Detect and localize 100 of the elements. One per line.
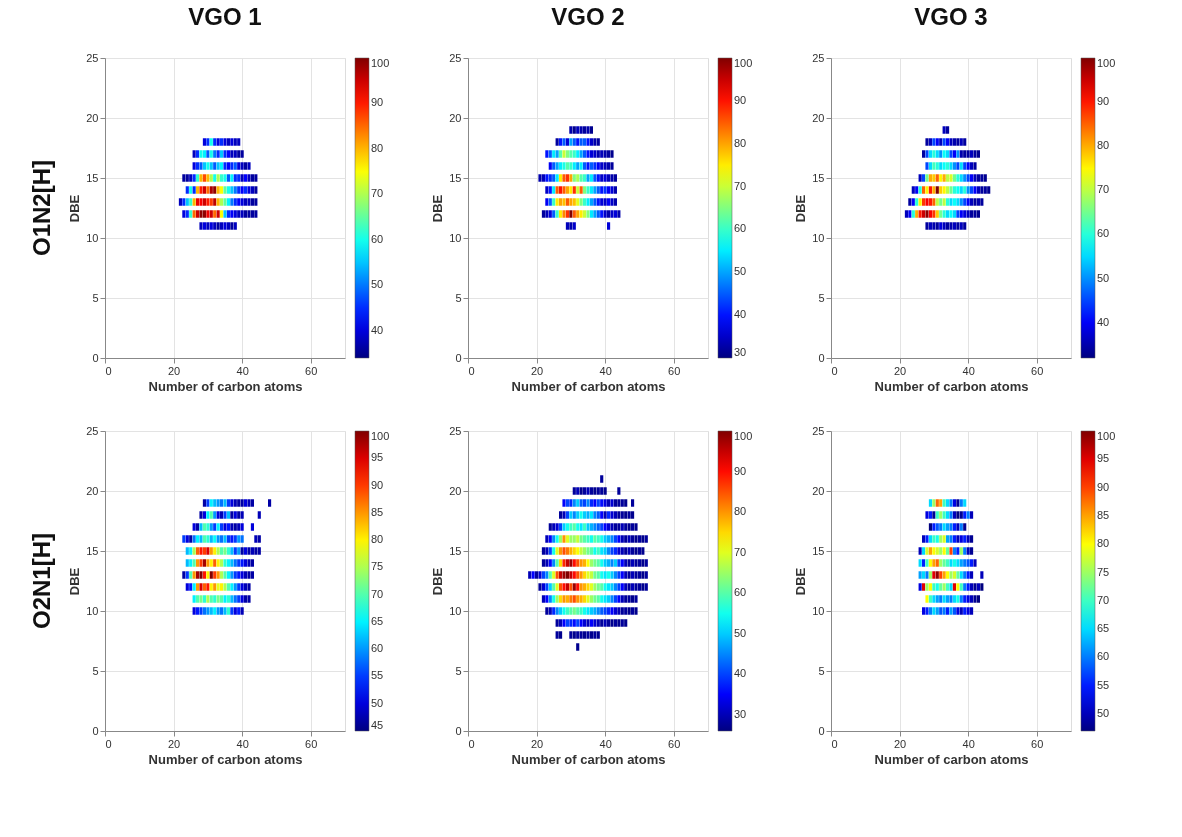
y-tick-label: 15 [812, 171, 825, 184]
y-axis-title: DBE [67, 194, 83, 223]
y-tick-label: 0 [818, 724, 825, 737]
y-tick-label: 5 [92, 664, 99, 677]
color-bar-label: 50 [734, 265, 747, 278]
color-bar-label: 90 [1097, 480, 1110, 493]
y-tick-label: 20 [449, 111, 462, 124]
color-bar-label: 60 [1097, 227, 1110, 240]
color-bar-label: 100 [734, 430, 753, 442]
color-bar-label: 30 [734, 346, 747, 358]
x-axis-title: Number of carbon atoms [148, 378, 303, 394]
y-tick-label: 20 [449, 484, 462, 497]
color-bar-label: 60 [734, 586, 747, 599]
y-tick-label: 20 [812, 484, 825, 497]
y-tick-label: 5 [818, 291, 825, 304]
color-bar-label: 100 [1097, 57, 1116, 69]
color-bar-label: 80 [371, 141, 384, 154]
color-bar-label: 80 [734, 505, 747, 518]
x-tick-label: 60 [305, 364, 318, 377]
x-tick-label: 60 [305, 737, 318, 750]
chart-title: VGO 3 [914, 3, 988, 30]
y-tick-label: 10 [449, 604, 462, 617]
color-bar-label: 30 [734, 707, 747, 720]
y-tick-label: 10 [812, 604, 825, 617]
x-tick-label: 0 [105, 737, 112, 750]
chart-title: VGO 2 [551, 3, 625, 30]
text: O1N2[H] [28, 159, 55, 257]
color-bar-label: 40 [371, 323, 384, 336]
y-tick-label: 10 [86, 604, 99, 617]
y-tick-label: 5 [455, 291, 462, 304]
y-tick-label: 25 [812, 51, 825, 64]
y-axis-title: DBE [430, 567, 446, 596]
x-tick-label: 0 [468, 737, 475, 750]
color-bar-label: 90 [371, 478, 384, 491]
y-tick-label: 0 [455, 351, 462, 364]
x-tick-label: 20 [530, 737, 544, 750]
y-tick-label: 0 [92, 351, 99, 364]
x-axis-title: Number of carbon atoms [511, 378, 666, 394]
y-tick-label: 15 [812, 544, 825, 557]
color-bar-label: 70 [371, 587, 384, 600]
x-axis-title: Number of carbon atoms [511, 751, 666, 767]
color-bar-label: 70 [371, 187, 384, 200]
color-bar-label: 80 [1097, 537, 1110, 550]
y-tick-label: 5 [818, 664, 825, 677]
color-bar-label: 50 [1097, 271, 1110, 284]
color-bar-label: 95 [1097, 452, 1110, 465]
color-bar-label: 70 [1097, 593, 1110, 606]
x-tick-label: 20 [167, 737, 181, 750]
color-bar-label: 40 [1097, 315, 1110, 328]
color-bar-label: 45 [371, 719, 384, 731]
y-tick-label: 0 [818, 351, 825, 364]
y-tick-label: 15 [449, 171, 462, 184]
color-bar-label: 60 [371, 232, 384, 245]
color-bar-label: 90 [371, 96, 384, 109]
color-bar-label: 90 [1097, 95, 1110, 108]
x-tick-label: 60 [668, 364, 681, 377]
y-tick-label: 25 [86, 424, 99, 437]
x-tick-label: 0 [831, 364, 838, 377]
y-tick-label: 10 [812, 231, 825, 244]
x-tick-label: 0 [105, 364, 112, 377]
y-tick-label: 25 [449, 424, 462, 437]
y-tick-label: 0 [92, 724, 99, 737]
color-bar-label: 40 [734, 308, 747, 321]
x-tick-label: 20 [893, 364, 907, 377]
y-tick-label: 20 [812, 111, 825, 124]
color-bar-label: 70 [734, 545, 747, 558]
x-tick-label: 60 [668, 737, 681, 750]
x-tick-label: 40 [962, 737, 975, 750]
color-bar-label: 90 [734, 464, 747, 477]
x-tick-label: 40 [236, 364, 249, 377]
color-bar-label: 50 [371, 278, 384, 291]
x-tick-label: 20 [893, 737, 907, 750]
y-tick-label: 25 [812, 424, 825, 437]
y-tick-label: 0 [455, 724, 462, 737]
color-bar-label: 40 [734, 667, 747, 680]
y-tick-label: 5 [455, 664, 462, 677]
color-bar-label: 90 [734, 93, 747, 106]
text: O2N1[H] [28, 532, 55, 630]
x-axis-title: Number of carbon atoms [874, 378, 1029, 394]
x-tick-label: 20 [530, 364, 544, 377]
x-axis-title: Number of carbon atoms [874, 751, 1029, 767]
color-bar-label: 70 [1097, 183, 1110, 196]
color-bar-label: 50 [371, 696, 384, 709]
color-bar-label: 50 [734, 626, 747, 639]
x-tick-label: 40 [962, 364, 975, 377]
color-bar-label: 55 [1097, 678, 1110, 691]
color-bar-label: 100 [371, 57, 390, 69]
color-bar-label: 80 [1097, 139, 1110, 152]
color-bar-label: 85 [1097, 508, 1110, 521]
x-tick-label: 0 [831, 737, 838, 750]
y-tick-label: 10 [86, 231, 99, 244]
x-axis-title: Number of carbon atoms [148, 751, 303, 767]
x-tick-label: 40 [236, 737, 249, 750]
color-bar-label: 60 [734, 222, 747, 235]
color-bar-label: 50 [1097, 707, 1110, 720]
color-bar-label: 80 [371, 533, 384, 546]
color-bar-label: 100 [371, 430, 390, 442]
color-bar-label: 85 [371, 505, 384, 518]
color-bar-label: 65 [1097, 622, 1110, 635]
y-axis-title: DBE [67, 567, 83, 596]
